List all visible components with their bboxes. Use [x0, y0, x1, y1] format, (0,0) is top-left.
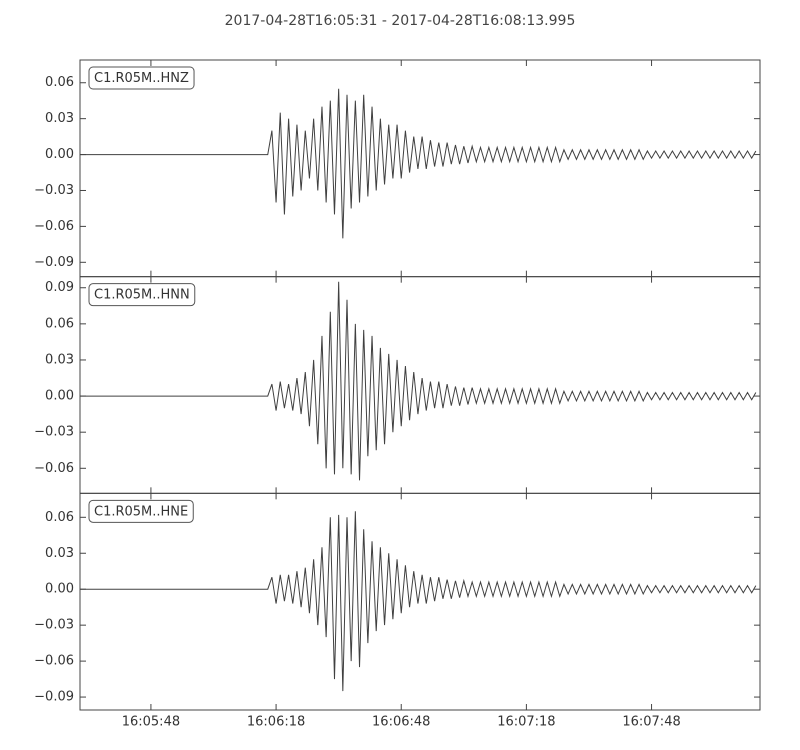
trace	[80, 88, 757, 239]
y-tick-label: −0.09	[34, 690, 74, 705]
trace-label-box	[88, 499, 194, 523]
y-tick-label: 0.06	[45, 75, 74, 90]
y-tick-label: −0.09	[34, 255, 74, 270]
y-tick-label: −0.06	[34, 219, 74, 234]
x-tick-label: 16:06:18	[247, 715, 305, 730]
y-tick-label: −0.06	[34, 654, 74, 669]
y-tick-label: 0.03	[45, 352, 74, 367]
y-tick-label: 0.03	[45, 546, 74, 561]
panel-frame	[79, 492, 761, 711]
trace	[80, 281, 757, 481]
y-tick-label: −0.03	[34, 618, 74, 633]
y-tick-label: −0.06	[34, 461, 74, 476]
y-tick-label: 0.00	[45, 389, 74, 404]
y-tick-label: 0.09	[45, 280, 74, 295]
y-tick-label: 0.00	[45, 582, 74, 597]
x-tick-label: 16:05:48	[122, 715, 180, 730]
trace	[80, 511, 757, 692]
x-tick-label: 16:07:18	[497, 715, 555, 730]
panel-frame	[79, 59, 761, 278]
y-tick-label: 0.06	[45, 510, 74, 525]
y-tick-label: −0.03	[34, 425, 74, 440]
x-tick-label: 16:07:48	[622, 715, 680, 730]
x-tick-label: 16:06:48	[372, 715, 430, 730]
y-tick-label: 0.00	[45, 147, 74, 162]
panel-frame	[79, 276, 761, 494]
y-tick-label: 0.06	[45, 316, 74, 331]
trace-label-box	[88, 66, 195, 90]
trace-label: C1.R05M..HNZ	[94, 71, 189, 86]
trace-label-box	[88, 283, 196, 307]
trace-label: C1.R05M..HNN	[94, 288, 190, 303]
y-tick-label: 0.03	[45, 111, 74, 126]
y-tick-label: −0.03	[34, 183, 74, 198]
trace-label: C1.R05M..HNE	[94, 504, 188, 519]
chart-title: 2017-04-28T16:05:31 - 2017-04-28T16:08:1…	[225, 13, 576, 29]
